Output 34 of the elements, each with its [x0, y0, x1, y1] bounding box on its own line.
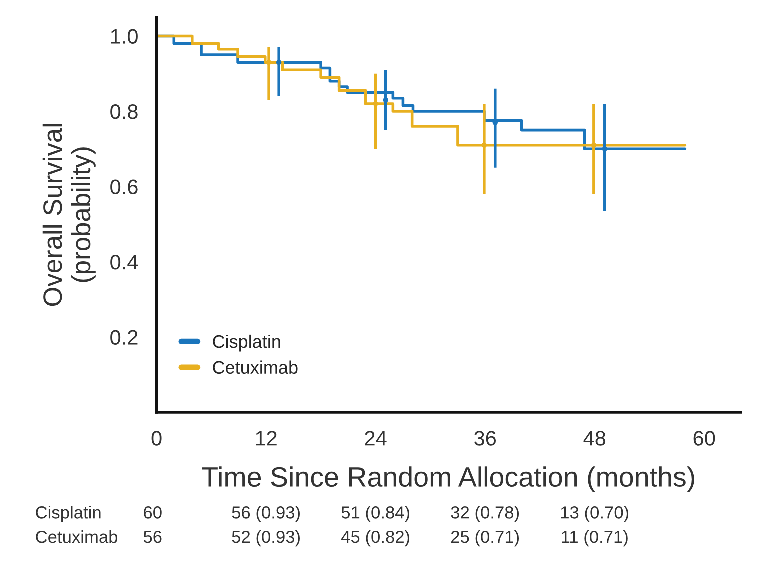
y-tick-label: 0.2: [110, 330, 138, 346]
legend-label: Cetuximab: [213, 360, 298, 374]
text: Cisplatin: [36, 506, 101, 522]
x-tick-label: 36: [474, 431, 496, 446]
text: 25 (0.71): [451, 530, 520, 547]
x-axis-title: Time Since Random Allocation (months): [202, 466, 694, 493]
text: 32 (0.78): [451, 506, 520, 522]
y-tick-label: 0.8: [110, 104, 138, 120]
text: 51 (0.84): [342, 506, 410, 522]
point: [591, 142, 597, 148]
x-tick-label: 24: [365, 431, 387, 446]
text: 52 (0.93): [232, 530, 300, 547]
x-tick-label: 60: [694, 431, 716, 446]
text: 13 (0.70): [561, 506, 629, 522]
x-tick-label: 0: [152, 431, 162, 446]
y-tick-label: 0.6: [110, 180, 138, 195]
text: 60: [144, 506, 162, 519]
x-tick-label: 48: [584, 431, 606, 446]
text: 56 (0.93): [232, 506, 300, 522]
legend-label: Cisplatin: [213, 334, 280, 352]
text: Cetuximab: [36, 530, 118, 544]
point: [482, 142, 488, 148]
text: 56: [144, 530, 162, 544]
point: [383, 98, 388, 103]
text: 11 (0.71): [562, 530, 628, 547]
point: [373, 101, 378, 107]
point: [602, 146, 608, 152]
y-tick-label: 0.4: [110, 255, 138, 270]
x-tick-label: 12: [256, 431, 277, 446]
text: 45 (0.82): [341, 530, 410, 547]
point: [266, 60, 272, 66]
y-tick-label: 1.0: [111, 29, 138, 44]
y-axis-title: Overall Survival (probability): [42, 124, 96, 306]
point: [276, 60, 282, 66]
